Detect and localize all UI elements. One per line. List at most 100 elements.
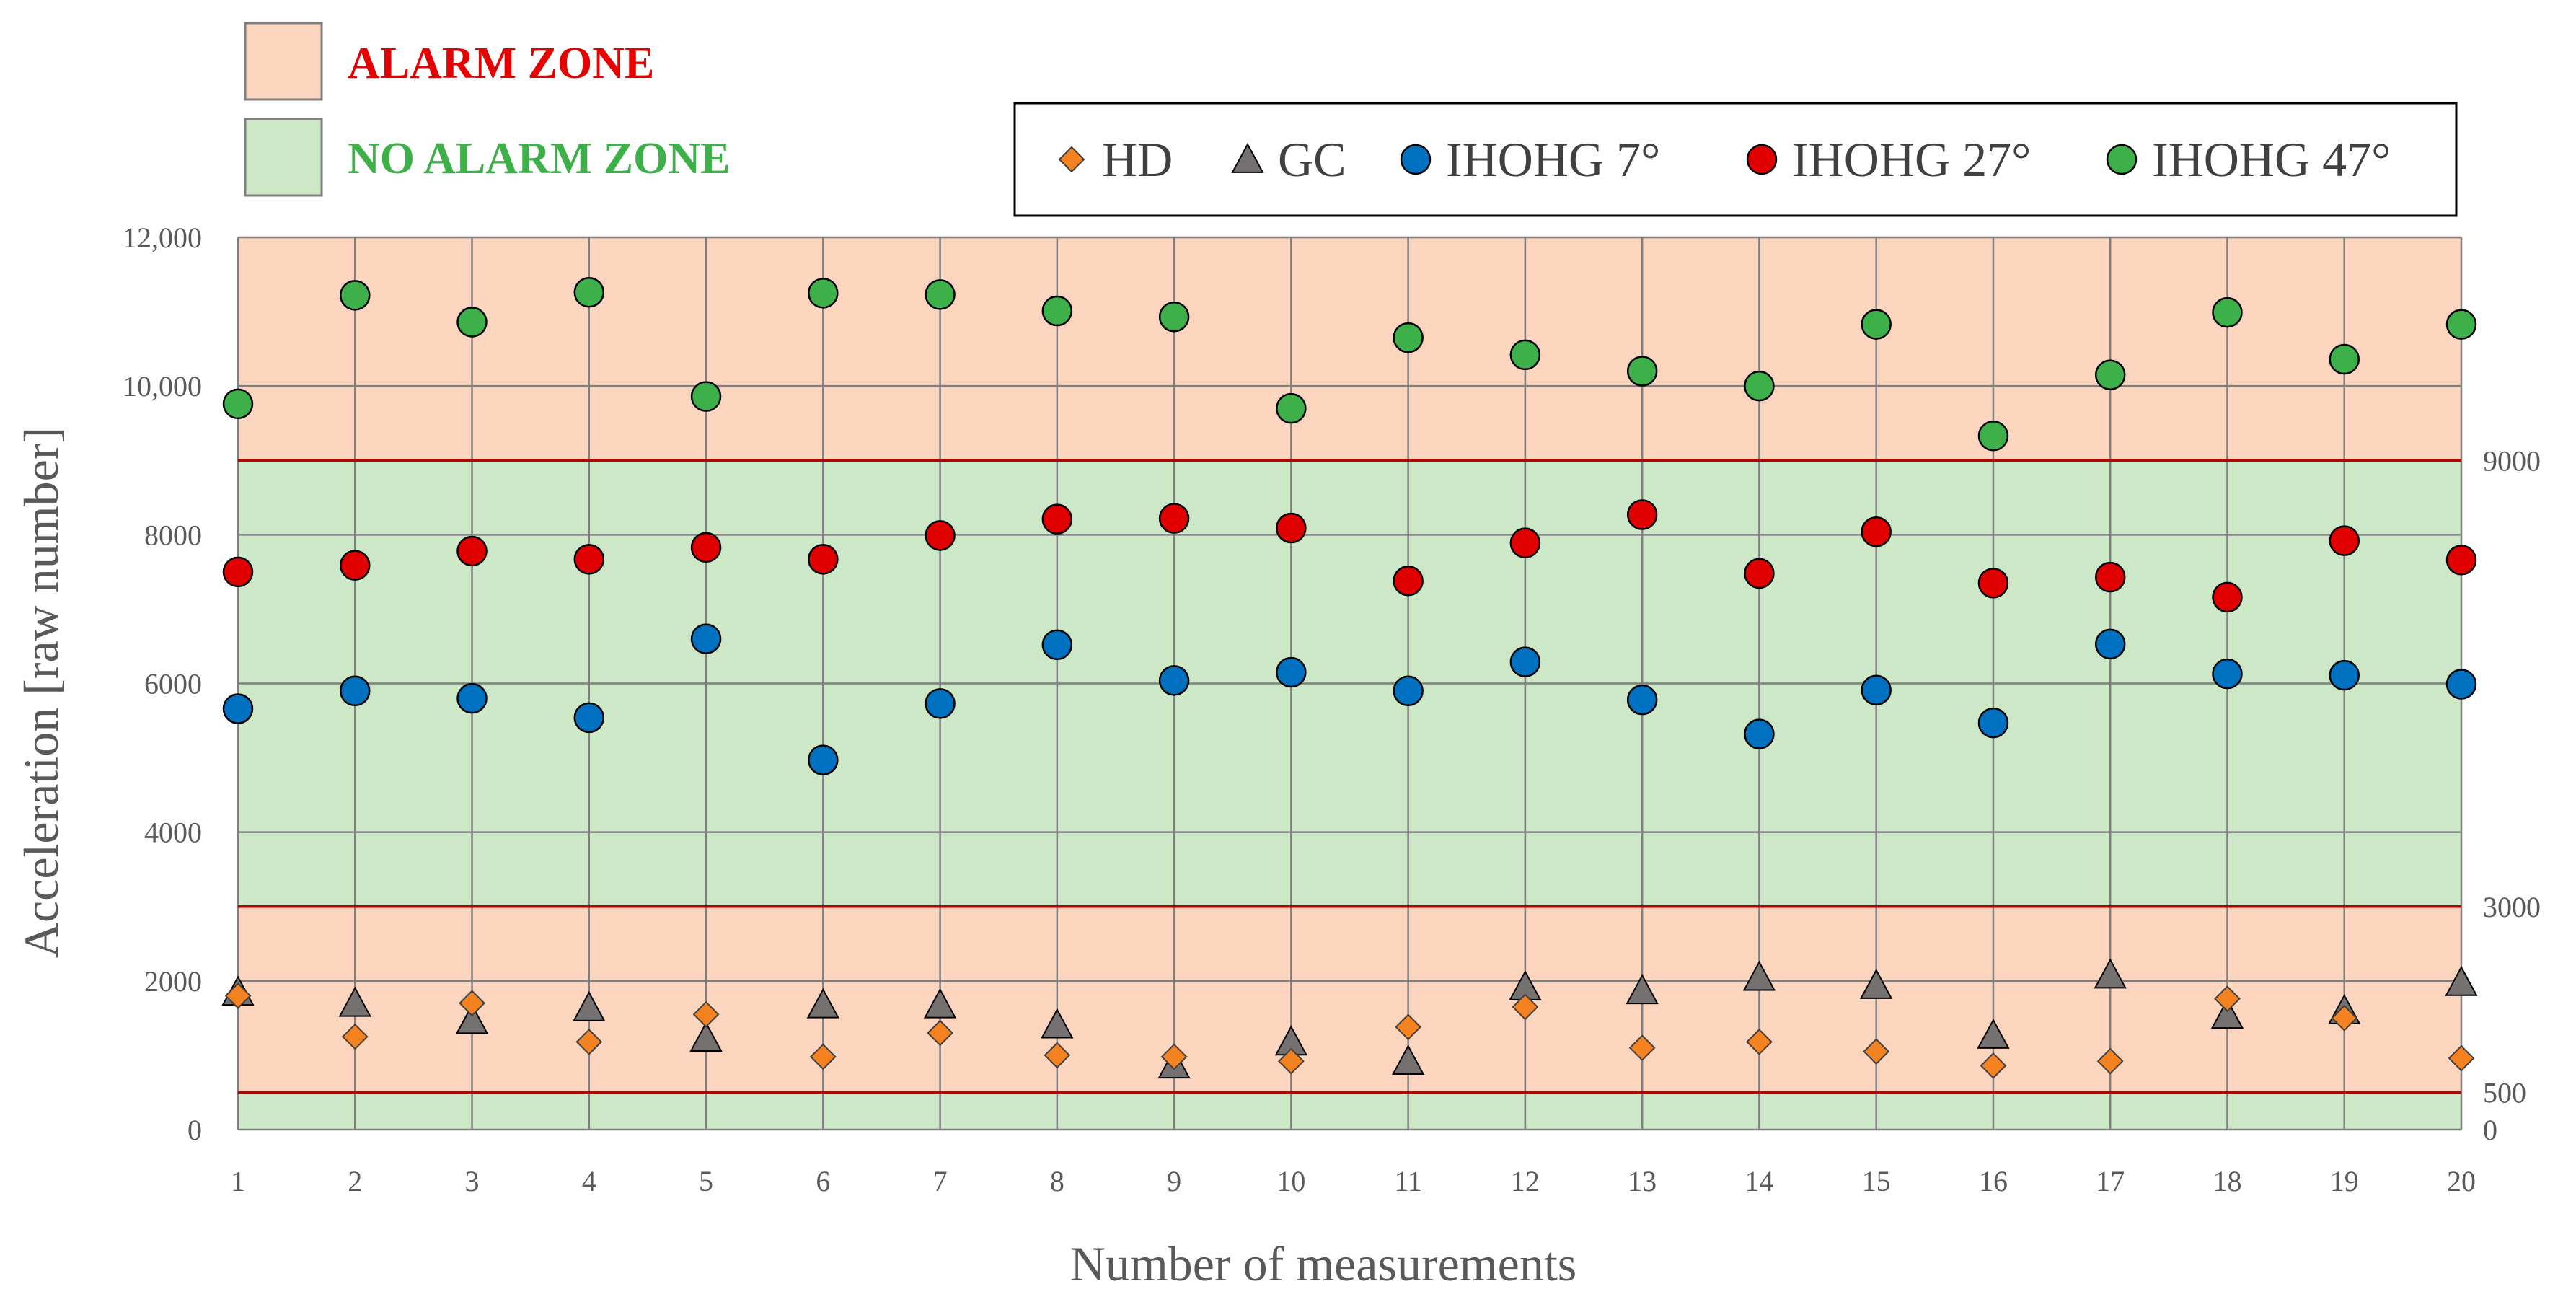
data-point <box>1861 674 1892 706</box>
data-point <box>1626 499 1658 530</box>
data-point <box>1158 302 1190 333</box>
legend-marker <box>1231 142 1264 173</box>
data-point <box>923 988 957 1019</box>
data-point <box>1626 356 1658 387</box>
data-point <box>1977 420 2009 452</box>
data-point <box>927 1019 953 1047</box>
data-point <box>1512 993 1539 1021</box>
data-point <box>1041 503 1073 535</box>
legend-label: GC <box>1278 132 1346 187</box>
legend-label: HD <box>1102 132 1173 187</box>
data-point <box>456 682 488 714</box>
legend-label: IHOHG 7° <box>1446 132 1660 187</box>
data-point <box>925 279 956 310</box>
data-point <box>1744 718 1775 749</box>
data-point <box>808 278 839 309</box>
threshold-label-500: 500 <box>2483 1076 2526 1109</box>
data-point <box>689 1021 723 1052</box>
zone-band-alarm <box>238 237 2461 461</box>
data-point <box>456 307 488 338</box>
alarm-zone-swatch <box>244 22 323 101</box>
data-point <box>809 1043 837 1070</box>
x-tick-label: 20 <box>2447 1165 2476 1197</box>
data-point <box>573 702 605 734</box>
y-tick-label: 0 <box>188 1114 202 1146</box>
data-point <box>1276 392 1307 424</box>
data-point <box>1626 684 1658 716</box>
data-point <box>1393 322 1424 353</box>
data-point <box>2210 998 2244 1029</box>
data-point <box>222 556 254 588</box>
data-point <box>340 675 371 707</box>
data-point <box>1980 1052 2007 1079</box>
data-point <box>925 520 956 551</box>
x-tick-label: 6 <box>816 1165 830 1197</box>
data-point <box>1041 629 1073 661</box>
series-4 <box>222 277 2477 452</box>
data-point <box>1626 974 1659 1005</box>
x-tick-label: 5 <box>699 1165 713 1197</box>
data-point <box>1746 1028 1773 1055</box>
legend-marker <box>1746 144 1778 175</box>
legend-item: HD <box>1058 132 1173 187</box>
data-point <box>222 693 254 724</box>
data-point <box>808 544 839 575</box>
data-point <box>1977 568 2009 599</box>
threshold-lines <box>238 459 2461 1094</box>
data-point <box>2094 561 2126 593</box>
data-point <box>2448 1044 2475 1072</box>
data-point <box>338 986 371 1017</box>
data-point <box>2096 1047 2124 1075</box>
legend-item: GC <box>1231 132 1346 187</box>
data-point <box>1861 309 1892 340</box>
data-point <box>222 388 254 420</box>
data-point <box>2329 659 2360 691</box>
data-point <box>1509 527 1541 558</box>
data-point <box>2329 343 2360 375</box>
data-point <box>2212 296 2243 328</box>
x-axis-title: Number of measurements <box>1070 1236 1576 1291</box>
no-alarm-zone-swatch <box>244 118 323 197</box>
x-tick-label: 13 <box>1628 1165 1657 1197</box>
x-tick-label: 8 <box>1050 1165 1064 1197</box>
series-0 <box>224 982 2475 1079</box>
data-point <box>1628 1034 1656 1062</box>
data-point <box>806 988 839 1019</box>
data-point <box>1395 1013 1422 1041</box>
data-point <box>1977 1018 2010 1049</box>
data-point <box>1276 656 1307 688</box>
threshold-label-3000: 3000 <box>2483 891 2541 923</box>
data-point <box>925 688 956 719</box>
legend-item: IHOHG 27° <box>1746 132 2031 187</box>
data-point <box>1041 1008 1074 1039</box>
x-tick-label: 2 <box>348 1165 362 1197</box>
x-tick-label: 17 <box>2096 1165 2125 1197</box>
data-point <box>690 623 722 654</box>
data-point <box>2329 525 2360 556</box>
data-point <box>2445 669 2477 700</box>
x-tick-label: 16 <box>1979 1165 2008 1197</box>
y-tick-label: 8000 <box>144 519 202 551</box>
series-3 <box>222 499 2477 613</box>
data-point <box>1860 968 1893 999</box>
no-alarm-zone-label: NO ALARM ZONE <box>348 134 730 183</box>
data-point <box>1863 1038 1890 1065</box>
zones-legend: ALARM ZONE NO ALARM ZONE <box>244 22 730 197</box>
data-point <box>1509 646 1541 677</box>
data-point <box>1041 295 1073 327</box>
data-point <box>1393 675 1424 707</box>
data-point <box>2445 965 2478 996</box>
x-tick-label: 9 <box>1167 1165 1181 1197</box>
data-point <box>690 532 722 563</box>
threshold-label-9000: 9000 <box>2483 444 2541 477</box>
data-point <box>340 280 371 311</box>
data-point <box>1044 1042 1071 1069</box>
data-point <box>2094 359 2126 390</box>
zone-band-alarm <box>238 906 2461 1093</box>
data-point <box>2212 581 2243 613</box>
data-point <box>1158 665 1190 696</box>
data-point <box>692 1000 720 1028</box>
data-point <box>2445 309 2477 340</box>
data-point <box>1977 707 2009 739</box>
x-tick-label: 18 <box>2213 1165 2241 1197</box>
